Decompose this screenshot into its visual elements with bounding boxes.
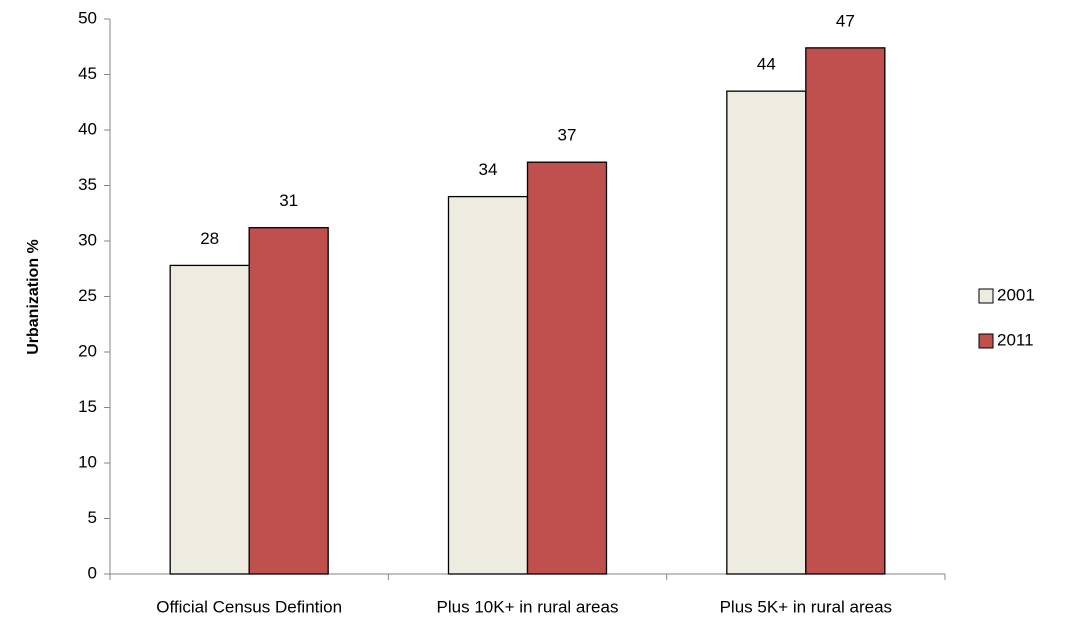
x-tick-label: Plus 10K+ in rural areas — [437, 597, 619, 616]
value-label: 37 — [558, 126, 577, 145]
x-tick-label: Plus 5K+ in rural areas — [720, 597, 892, 616]
value-label: 34 — [479, 160, 498, 179]
legend-label: 2001 — [997, 285, 1035, 304]
bar — [805, 47, 886, 575]
legend-label: 2011 — [997, 330, 1034, 349]
value-label: 28 — [200, 229, 219, 248]
value-label: 47 — [836, 11, 855, 30]
y-tick-label: 35 — [78, 175, 97, 194]
bar — [248, 227, 329, 575]
y-tick-label: 30 — [78, 230, 97, 249]
bar — [726, 90, 807, 575]
y-tick-label: 0 — [88, 563, 97, 582]
y-tick-label: 5 — [88, 508, 97, 527]
bar — [526, 161, 608, 575]
bar — [169, 264, 250, 575]
y-tick-label: 50 — [78, 8, 97, 27]
y-axis-label: Urbanization % — [25, 239, 42, 355]
value-label: 44 — [757, 55, 776, 74]
value-label: 31 — [279, 191, 298, 210]
y-tick-label: 20 — [78, 341, 97, 360]
y-tick-label: 25 — [78, 286, 97, 305]
y-tick-label: 45 — [78, 64, 97, 83]
y-tick-label: 15 — [78, 397, 97, 416]
y-tick-label: 40 — [78, 119, 97, 138]
y-tick-label: 10 — [78, 452, 97, 471]
bar — [447, 195, 529, 575]
x-tick-label: Official Census Defintion — [156, 597, 342, 616]
legend-swatch — [978, 288, 994, 304]
legend-swatch — [978, 333, 994, 349]
